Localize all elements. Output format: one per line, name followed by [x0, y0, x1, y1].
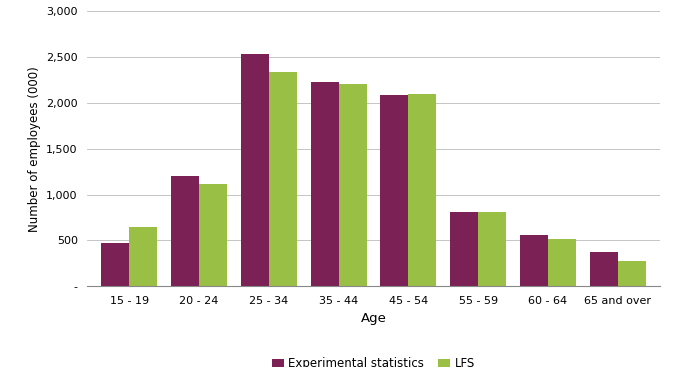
Bar — [199, 184, 227, 286]
Bar — [311, 82, 339, 286]
Bar — [241, 54, 269, 286]
Bar — [102, 243, 129, 286]
X-axis label: Age: Age — [361, 312, 386, 324]
Bar — [269, 72, 297, 286]
Bar — [380, 95, 409, 286]
Bar — [590, 252, 618, 286]
Bar — [339, 84, 367, 286]
Bar — [618, 261, 645, 286]
Legend: Experimental statistics, LFS: Experimental statistics, LFS — [267, 353, 480, 367]
Bar — [548, 240, 576, 286]
Bar — [129, 226, 157, 286]
Bar — [520, 235, 548, 286]
Y-axis label: Number of employees (000): Number of employees (000) — [28, 66, 40, 232]
Bar — [478, 212, 506, 286]
Bar — [450, 212, 478, 286]
Bar — [409, 94, 436, 286]
Bar — [171, 176, 199, 286]
